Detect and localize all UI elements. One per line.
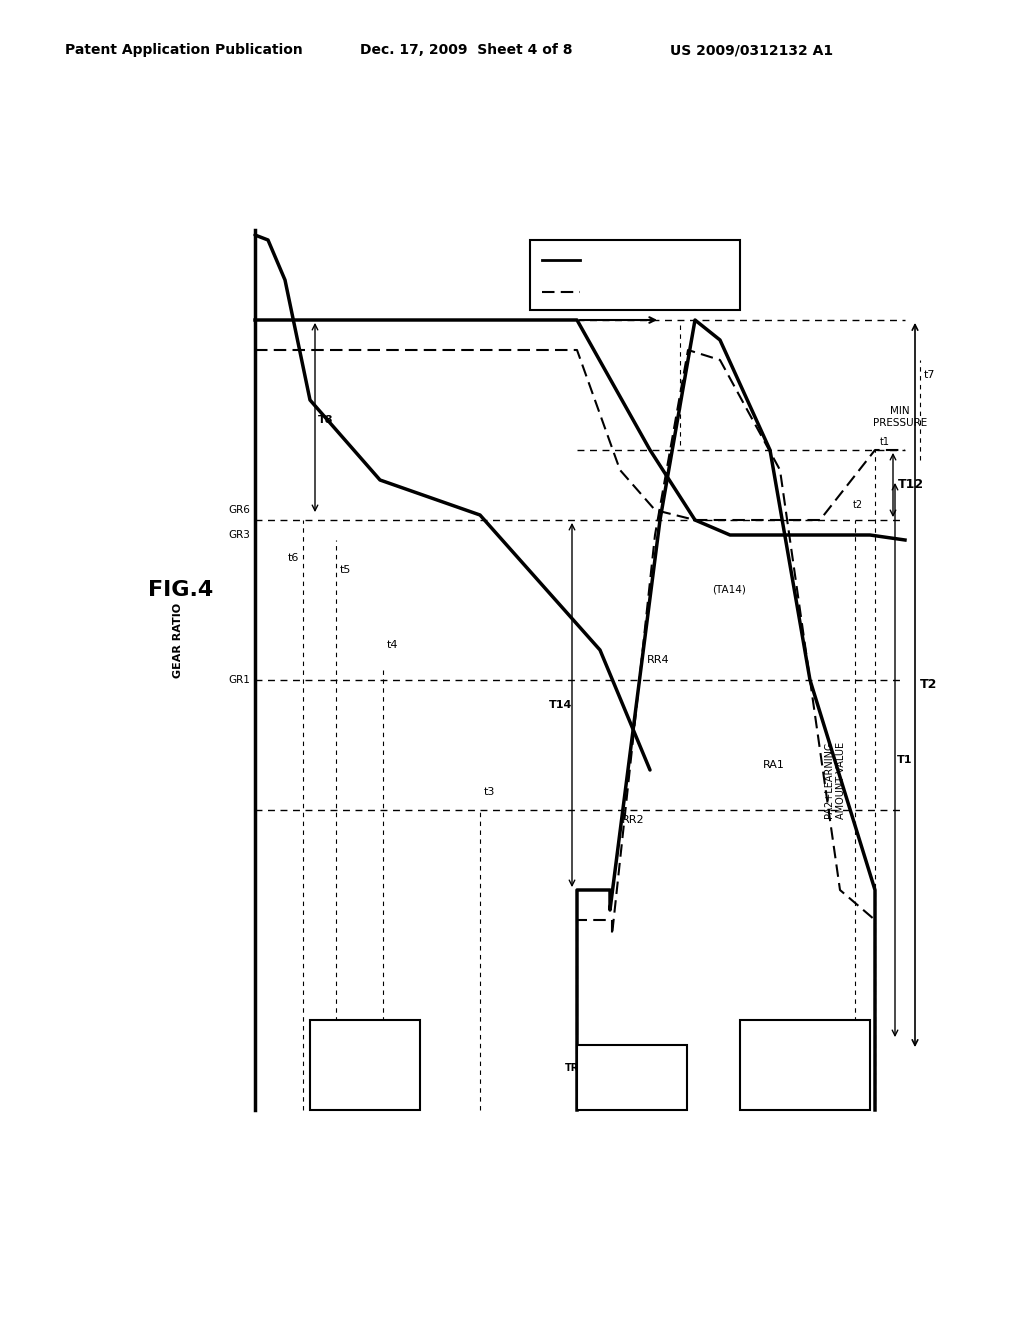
Text: TR1: TR1 bbox=[564, 1063, 586, 1073]
Text: MAX
PRESSURE: MAX PRESSURE bbox=[633, 276, 687, 298]
Text: GR1: GR1 bbox=[228, 675, 250, 685]
Text: t8: t8 bbox=[684, 297, 695, 308]
Text: GEAR RATIO: GEAR RATIO bbox=[173, 602, 183, 677]
Text: PA1+LEARNING
AMOUNT VALUE: PA1+LEARNING AMOUNT VALUE bbox=[589, 1067, 675, 1089]
Text: T12: T12 bbox=[898, 479, 924, 491]
Text: T2: T2 bbox=[920, 678, 937, 692]
Text: t2: t2 bbox=[853, 500, 863, 510]
Text: (TA14): (TA14) bbox=[712, 585, 745, 595]
Text: Patent Application Publication: Patent Application Publication bbox=[65, 44, 303, 57]
Text: t3: t3 bbox=[484, 787, 496, 797]
Text: RA1: RA1 bbox=[763, 760, 784, 770]
Text: ENGAGEMENT-SIDE
PRESSURE
COMMAND: ENGAGEMENT-SIDE PRESSURE COMMAND bbox=[753, 1048, 857, 1081]
Bar bbox=[530, 240, 740, 310]
Bar bbox=[740, 1020, 870, 1110]
Text: PA2+LEARNING
AMOUNT VALUE: PA2+LEARNING AMOUNT VALUE bbox=[824, 742, 846, 818]
Text: t1: t1 bbox=[880, 437, 890, 447]
Text: Dec. 17, 2009  Sheet 4 of 8: Dec. 17, 2009 Sheet 4 of 8 bbox=[360, 44, 572, 57]
Text: US 2009/0312132 A1: US 2009/0312132 A1 bbox=[670, 44, 834, 57]
Text: t7: t7 bbox=[924, 370, 936, 380]
Text: T8: T8 bbox=[318, 414, 334, 425]
Text: t5: t5 bbox=[340, 565, 351, 576]
Text: RELEASE-SIDE
PRESSURE
COMMAND: RELEASE-SIDE PRESSURE COMMAND bbox=[327, 1048, 403, 1081]
Bar bbox=[577, 1045, 687, 1110]
Text: GR3: GR3 bbox=[228, 531, 250, 540]
Text: — POWER ON: — POWER ON bbox=[585, 255, 662, 265]
Text: t4: t4 bbox=[387, 640, 398, 649]
Text: --- POWER OFF: --- POWER OFF bbox=[585, 286, 667, 297]
Text: t6: t6 bbox=[288, 553, 299, 564]
Text: RR2: RR2 bbox=[622, 814, 645, 825]
Text: FIG.4: FIG.4 bbox=[148, 579, 213, 601]
Text: T14: T14 bbox=[549, 700, 572, 710]
Text: T1: T1 bbox=[897, 755, 912, 766]
Text: TR2: TR2 bbox=[601, 1063, 623, 1073]
Text: MIN
PRESSURE: MIN PRESSURE bbox=[872, 407, 927, 428]
Text: GR6: GR6 bbox=[228, 506, 250, 515]
Text: RR4: RR4 bbox=[647, 655, 670, 665]
Bar bbox=[310, 1020, 420, 1110]
